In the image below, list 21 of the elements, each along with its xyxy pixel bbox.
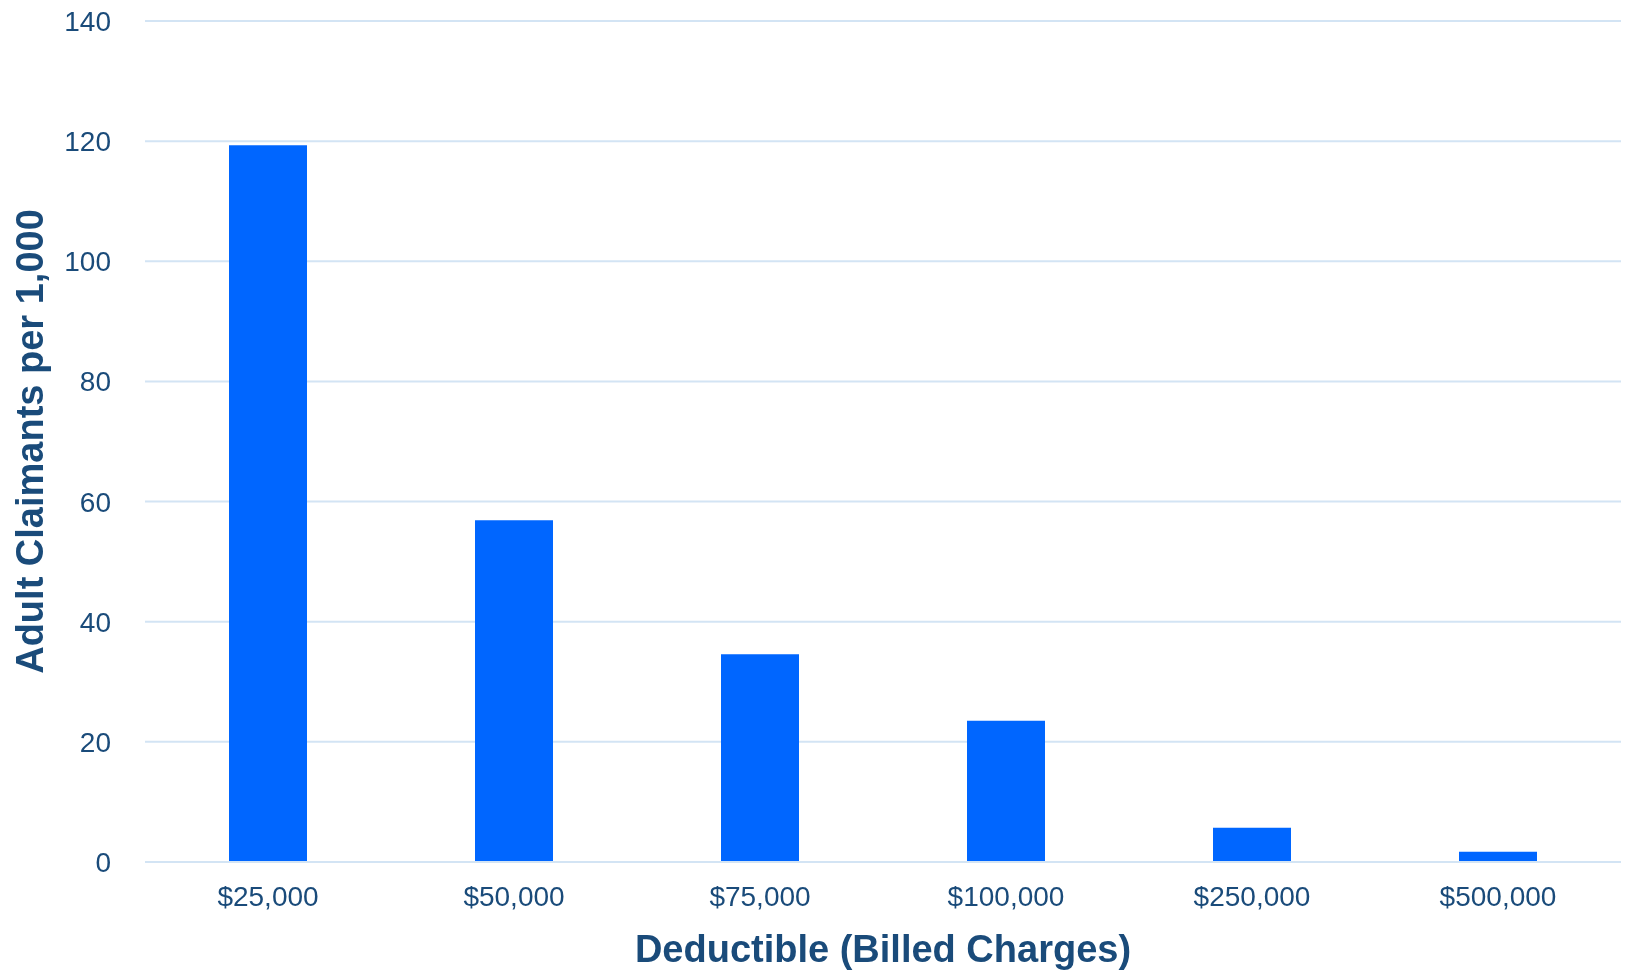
x-tick-label: $50,000	[463, 880, 565, 912]
x-tick-label: $250,000	[1193, 880, 1311, 912]
y-tick-label: 120	[64, 126, 111, 158]
y-tick-label: 60	[79, 486, 111, 518]
y-tick-label: 140	[64, 5, 111, 37]
x-tick-label: $75,000	[709, 880, 811, 912]
bar	[967, 720, 1045, 862]
x-tick-label: $500,000	[1439, 880, 1557, 912]
x-tick-label: $100,000	[947, 880, 1065, 912]
y-tick-label: 20	[79, 726, 111, 758]
y-tick-label: 80	[79, 366, 111, 398]
bar	[475, 520, 553, 862]
x-tick-label: $25,000	[217, 880, 319, 912]
y-tick-label: 40	[79, 606, 111, 638]
bar	[721, 654, 799, 862]
y-tick-label: 100	[64, 246, 111, 278]
y-axis-title: Adult Claimants per 1,000	[9, 209, 52, 674]
y-tick-label: 0	[95, 846, 111, 878]
bar	[229, 145, 307, 862]
bar	[1213, 827, 1291, 862]
x-axis-title: Deductible (Billed Charges)	[634, 928, 1132, 970]
